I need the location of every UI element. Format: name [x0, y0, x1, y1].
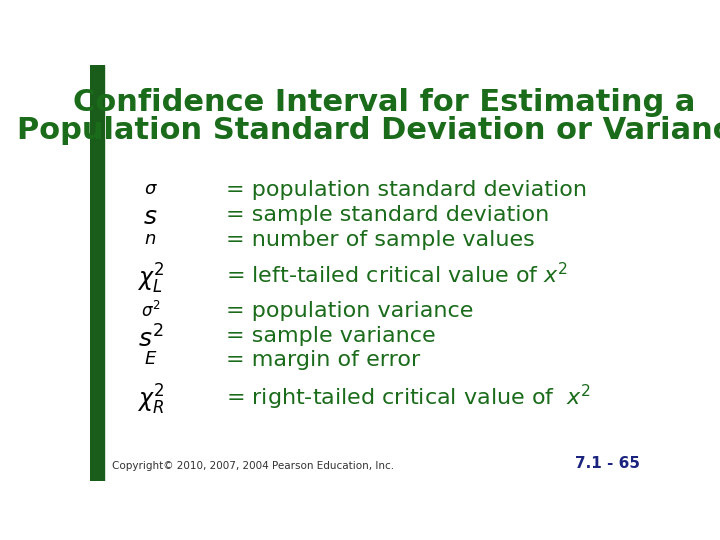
Text: $\chi^2_R$: $\chi^2_R$ — [137, 383, 164, 417]
Text: = sample variance: = sample variance — [225, 326, 436, 346]
Text: = left-tailed critical value of $x^2$: = left-tailed critical value of $x^2$ — [225, 262, 568, 287]
Text: $\chi^2_L$: $\chi^2_L$ — [137, 262, 164, 296]
Text: $s^2$: $s^2$ — [138, 326, 163, 353]
Text: = sample standard deviation: = sample standard deviation — [225, 205, 549, 225]
Text: $E$: $E$ — [144, 350, 157, 368]
Bar — [90, 65, 104, 481]
Text: = population standard deviation: = population standard deviation — [225, 180, 587, 200]
Text: = number of sample values: = number of sample values — [225, 230, 534, 249]
Text: = right-tailed critical value of  $x^2$: = right-tailed critical value of $x^2$ — [225, 383, 590, 412]
Text: $n$: $n$ — [144, 230, 156, 247]
Text: $\sigma^2$: $\sigma^2$ — [140, 301, 161, 321]
Text: $\sigma$: $\sigma$ — [143, 180, 158, 198]
Text: = margin of error: = margin of error — [225, 350, 420, 370]
Text: Copyright© 2010, 2007, 2004 Pearson Education, Inc.: Copyright© 2010, 2007, 2004 Pearson Educ… — [112, 461, 394, 471]
Text: 7.1 - 65: 7.1 - 65 — [575, 456, 640, 471]
Text: Population Standard Deviation or Variance: Population Standard Deviation or Varianc… — [17, 116, 720, 145]
Text: Confidence Interval for Estimating a: Confidence Interval for Estimating a — [73, 88, 696, 117]
Text: = population variance: = population variance — [225, 301, 473, 321]
Text: $s$: $s$ — [143, 205, 158, 229]
